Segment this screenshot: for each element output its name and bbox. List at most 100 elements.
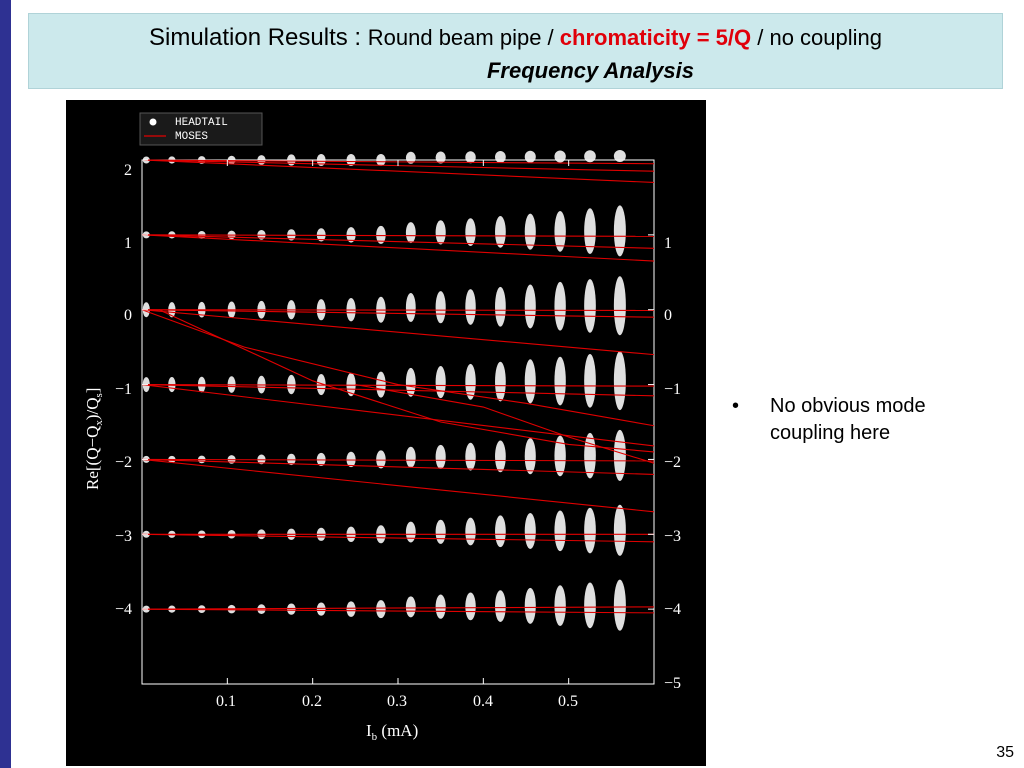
headtail-point: [495, 151, 506, 163]
headtail-point: [465, 363, 476, 400]
moses-line: [141, 458, 655, 475]
title-prefix: Simulation Results: [148, 24, 348, 51]
moses-line: [141, 309, 655, 427]
headtail-point: [405, 521, 416, 543]
x-axis-label-sub: b: [372, 731, 378, 743]
x-tick-0-1: 0.1: [216, 693, 236, 710]
headtail-point: [584, 279, 596, 333]
headtail-point: [346, 372, 356, 397]
headtail-point: [613, 150, 626, 162]
slide-side-bar: [0, 0, 11, 768]
y-axis-label-main: Re[(Q−Q: [83, 426, 102, 490]
moses-line: [158, 309, 655, 453]
headtail-point: [524, 284, 536, 329]
headtail-point: [554, 510, 566, 552]
headtail-point: [495, 590, 506, 623]
headtail-point: [524, 150, 536, 163]
headtail-point: [524, 438, 536, 475]
headtail-point: [465, 442, 476, 471]
x-axis-label-main: I: [366, 721, 372, 740]
headtail-point: [316, 154, 326, 166]
headtail-point: [524, 513, 536, 550]
y-axis-label-end: ]: [83, 388, 102, 394]
y-tick-right-m5: −5: [664, 675, 681, 692]
headtail-point: [465, 289, 476, 325]
legend-headtail-label: HEADTAIL: [175, 117, 228, 129]
headtail-point: [584, 582, 596, 629]
headtail-point: [613, 504, 626, 556]
moses-line: [141, 234, 655, 262]
moses-line: [141, 234, 655, 237]
headtail-point: [584, 507, 596, 554]
moses-line: [141, 458, 655, 513]
legend-headtail-marker: [149, 118, 157, 126]
headtail-point: [405, 596, 416, 618]
headtail-point: [435, 291, 446, 324]
moses-line: [141, 309, 655, 318]
headtail-point: [435, 519, 446, 544]
headtail-point: [435, 151, 446, 164]
headtail-point: [554, 585, 566, 626]
headtail-point: [584, 150, 596, 163]
headtail-point: [554, 435, 566, 477]
headtail-point: [435, 444, 446, 470]
title-part1: Round beam pipe /: [367, 25, 560, 50]
headtail-point: [405, 293, 416, 322]
moses-line: [141, 309, 655, 312]
y-tick-left-m4: −4: [115, 601, 132, 618]
bullet-item: • No obvious mode coupling here: [732, 393, 992, 447]
x-tick-0-4: 0.4: [473, 693, 493, 710]
slide-subtitle: Frequency Analysis: [486, 58, 695, 83]
y-axis-label: Re[(Q−Qx)/Qs]: [83, 388, 105, 490]
headtail-point: [495, 215, 506, 248]
headtail-point: [613, 276, 626, 336]
headtail-point: [435, 220, 446, 245]
moses-line: [141, 384, 655, 447]
headtail-point: [376, 225, 386, 244]
headtail-point: [524, 213, 536, 250]
y-tick-left-2: 2: [124, 162, 132, 179]
headtail-point: [287, 603, 296, 615]
headtail-point: [495, 515, 506, 548]
moses-line: [355, 384, 655, 464]
moses-lines-layer: [141, 159, 655, 614]
y-tick-right-m2: −2: [664, 454, 681, 471]
headtail-point: [495, 440, 506, 473]
headtail-point: [613, 205, 626, 257]
headtail-point: [613, 351, 626, 411]
x-tick-0-2: 0.2: [302, 693, 322, 710]
headtail-point: [405, 367, 416, 397]
headtail-point: [584, 208, 596, 254]
frequency-analysis-plot: HEADTAIL MOSES 2 1 0 −1 −2 −3 −4 1 0 −1 …: [66, 100, 706, 766]
y-tick-left-1: 1: [124, 235, 132, 252]
moses-line: [141, 458, 655, 462]
x-axis-label-unit: (mA): [377, 721, 418, 740]
y-axis-label-mid: )/Q: [83, 397, 102, 420]
headtail-point: [346, 227, 356, 243]
legend-moses-label: MOSES: [175, 131, 208, 143]
title-part2: / no coupling: [751, 25, 883, 50]
y-tick-right-0: 0: [664, 307, 672, 324]
y-tick-left-m2: −2: [115, 454, 132, 471]
headtail-point: [346, 451, 356, 468]
bullet-list: • No obvious mode coupling here: [732, 393, 992, 447]
headtail-point: [346, 601, 356, 617]
headtail-point: [554, 150, 566, 163]
moses-line: [141, 234, 655, 249]
plot-svg: HEADTAIL MOSES 2 1 0 −1 −2 −3 −4 1 0 −1 …: [83, 112, 681, 743]
moses-line: [141, 533, 655, 543]
headtail-point: [405, 222, 416, 244]
moses-line: [141, 384, 655, 397]
headtail-point: [405, 446, 416, 468]
legend-box: [139, 112, 263, 146]
headtail-point: [524, 587, 536, 624]
y-tick-left-0: 0: [124, 307, 132, 324]
headtail-point: [465, 151, 476, 164]
y-tick-right-1: 1: [664, 235, 672, 252]
moses-line: [141, 309, 655, 356]
y-tick-right-m1: −1: [664, 381, 681, 398]
moses-line: [141, 606, 655, 610]
y-axis-label-sub1: x: [93, 420, 105, 426]
headtail-point: [405, 151, 416, 164]
y-tick-left-m3: −3: [115, 528, 132, 545]
